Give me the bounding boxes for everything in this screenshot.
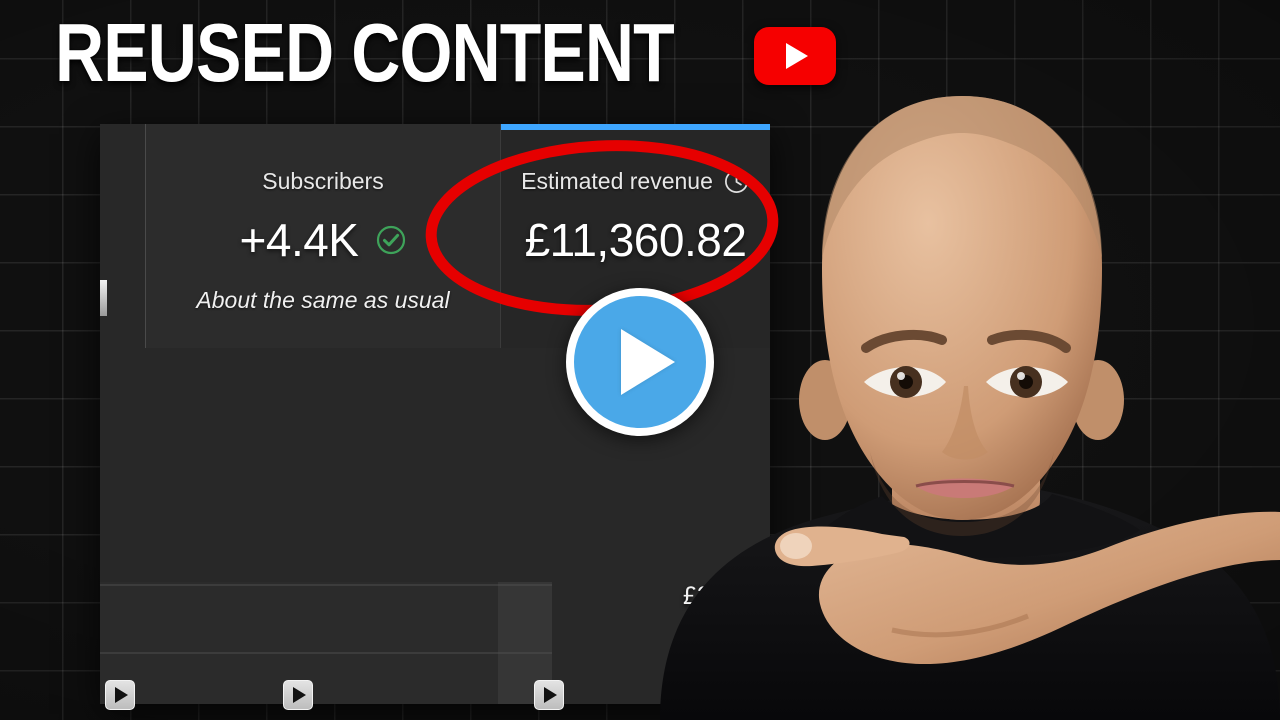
presenter-eyebrow-right (987, 329, 1071, 353)
headline: REUSED CONTENT (55, 11, 836, 94)
chart-background (100, 582, 552, 704)
presenter-photo (620, 0, 1280, 720)
green-check-circle-icon (375, 224, 407, 256)
play-chip-icon-3[interactable] (534, 680, 564, 710)
subscribers-value: +4.4K (239, 214, 360, 266)
presenter-index-finger (774, 526, 910, 567)
play-triangle-icon (544, 687, 557, 703)
headline-text: REUSED CONTENT (55, 5, 675, 99)
presenter-arm (818, 511, 1280, 665)
subscribers-note: About the same as usual (196, 287, 450, 313)
play-triangle-icon (115, 687, 128, 703)
selected-tab-accent-bar (501, 124, 770, 130)
presenter-beard (870, 452, 1054, 536)
subscribers-label: Subscribers (262, 168, 384, 194)
play-chip-icon-2[interactable] (283, 680, 313, 710)
chart-svg (100, 582, 552, 704)
chart-plot-area (100, 582, 552, 704)
subscribers-value-row: +4.4K (146, 213, 500, 267)
presenter-head (822, 96, 1102, 520)
presenter-lip-line (915, 480, 1015, 488)
chart-gridlines (100, 584, 552, 654)
youtube-logo-icon (753, 27, 836, 85)
subscribers-label-row: Subscribers (146, 168, 500, 195)
youtube-play-triangle-icon (786, 43, 809, 69)
presenter-hairline (822, 96, 1102, 258)
bottom-play-chips (0, 680, 600, 720)
play-triangle-icon (621, 329, 675, 395)
presenter-eye-right (986, 366, 1068, 398)
presenter-nose (942, 386, 988, 460)
presenter-fingernail (780, 533, 812, 559)
metric-panel-subscribers[interactable]: Subscribers +4.4K About the same as usua… (145, 124, 500, 348)
play-chip-icon-1[interactable] (105, 680, 135, 710)
play-triangle-icon (293, 687, 306, 703)
card-left-edge-marker (100, 280, 107, 316)
presenter-knuckle-line (891, 613, 1029, 638)
presenter-eyebrow-left (861, 329, 947, 353)
presenter-eye-left (864, 366, 946, 398)
